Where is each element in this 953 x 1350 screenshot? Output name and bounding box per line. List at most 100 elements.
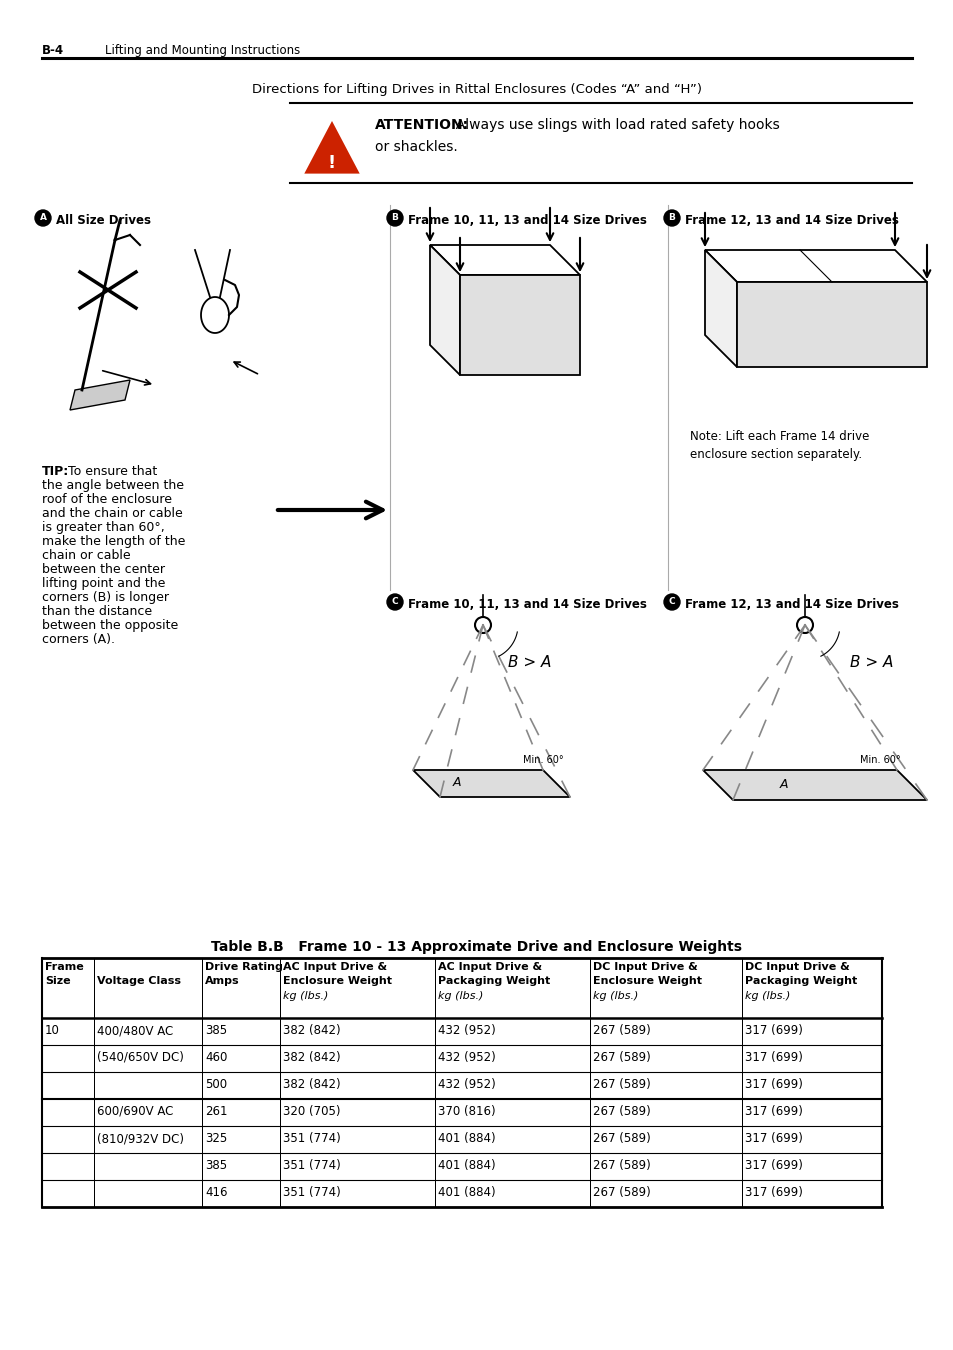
Text: Packaging Weight: Packaging Weight bbox=[437, 976, 550, 986]
Text: (540/650V DC): (540/650V DC) bbox=[97, 1052, 184, 1064]
Text: AC Input Drive &: AC Input Drive & bbox=[437, 963, 541, 972]
Text: B: B bbox=[391, 213, 398, 223]
Text: B > A: B > A bbox=[507, 655, 551, 670]
Polygon shape bbox=[70, 379, 130, 410]
Text: 385: 385 bbox=[205, 1160, 227, 1172]
Text: Packaging Weight: Packaging Weight bbox=[744, 976, 857, 986]
Text: or shackles.: or shackles. bbox=[375, 140, 457, 154]
Text: roof of the enclosure: roof of the enclosure bbox=[42, 493, 172, 506]
Text: 382 (842): 382 (842) bbox=[283, 1025, 340, 1037]
Circle shape bbox=[387, 594, 402, 610]
Polygon shape bbox=[704, 250, 926, 282]
Text: 317 (699): 317 (699) bbox=[744, 1052, 802, 1064]
Text: 351 (774): 351 (774) bbox=[283, 1160, 340, 1172]
Text: 401 (884): 401 (884) bbox=[437, 1133, 496, 1145]
Text: Drive Rating: Drive Rating bbox=[205, 963, 283, 972]
Text: Enclosure Weight: Enclosure Weight bbox=[593, 976, 701, 986]
Text: between the center: between the center bbox=[42, 563, 165, 576]
Polygon shape bbox=[704, 250, 737, 367]
Text: A: A bbox=[453, 776, 461, 790]
Text: Voltage Class: Voltage Class bbox=[97, 976, 181, 986]
Text: Frame: Frame bbox=[45, 963, 84, 972]
Text: 432 (952): 432 (952) bbox=[437, 1079, 496, 1091]
Polygon shape bbox=[459, 275, 579, 375]
Text: Directions for Lifting Drives in Rittal Enclosures (Codes “A” and “H”): Directions for Lifting Drives in Rittal … bbox=[252, 82, 701, 96]
Text: is greater than 60°,: is greater than 60°, bbox=[42, 521, 165, 535]
Text: 267 (589): 267 (589) bbox=[593, 1133, 650, 1145]
Text: Size: Size bbox=[45, 976, 71, 986]
Text: 416: 416 bbox=[205, 1187, 227, 1199]
Text: 267 (589): 267 (589) bbox=[593, 1187, 650, 1199]
Text: 460: 460 bbox=[205, 1052, 227, 1064]
Text: 432 (952): 432 (952) bbox=[437, 1052, 496, 1064]
Text: 267 (589): 267 (589) bbox=[593, 1160, 650, 1172]
Text: B: B bbox=[668, 213, 675, 223]
Circle shape bbox=[663, 594, 679, 610]
Text: than the distance: than the distance bbox=[42, 605, 152, 618]
Text: TIP:: TIP: bbox=[42, 464, 70, 478]
Text: corners (A).: corners (A). bbox=[42, 633, 115, 647]
Text: 267 (589): 267 (589) bbox=[593, 1106, 650, 1118]
Text: 317 (699): 317 (699) bbox=[744, 1106, 802, 1118]
Text: make the length of the: make the length of the bbox=[42, 535, 185, 548]
Text: Table B.B   Frame 10 - 13 Approximate Drive and Enclosure Weights: Table B.B Frame 10 - 13 Approximate Driv… bbox=[212, 940, 741, 954]
Text: B-4: B-4 bbox=[42, 45, 64, 57]
Circle shape bbox=[387, 211, 402, 225]
Text: 351 (774): 351 (774) bbox=[283, 1133, 340, 1145]
Text: 325: 325 bbox=[205, 1133, 227, 1145]
Text: All Size Drives: All Size Drives bbox=[56, 215, 151, 227]
Text: To ensure that: To ensure that bbox=[68, 464, 157, 478]
Text: 432 (952): 432 (952) bbox=[437, 1025, 496, 1037]
Text: 317 (699): 317 (699) bbox=[744, 1133, 802, 1145]
Text: 317 (699): 317 (699) bbox=[744, 1025, 802, 1037]
Text: kg (lbs.): kg (lbs.) bbox=[437, 991, 483, 1000]
Text: 351 (774): 351 (774) bbox=[283, 1187, 340, 1199]
Text: C: C bbox=[392, 598, 398, 606]
Text: Min. 60°: Min. 60° bbox=[522, 755, 563, 765]
Text: Enclosure Weight: Enclosure Weight bbox=[283, 976, 392, 986]
Text: lifting point and the: lifting point and the bbox=[42, 576, 165, 590]
Text: Frame 10, 11, 13 and 14 Size Drives: Frame 10, 11, 13 and 14 Size Drives bbox=[408, 215, 646, 227]
Polygon shape bbox=[737, 282, 926, 367]
Text: kg (lbs.): kg (lbs.) bbox=[744, 991, 789, 1000]
Text: corners (B) is longer: corners (B) is longer bbox=[42, 591, 169, 603]
Text: Min. 60°: Min. 60° bbox=[859, 755, 900, 765]
Text: Note: Lift each Frame 14 drive
enclosure section separately.: Note: Lift each Frame 14 drive enclosure… bbox=[689, 431, 868, 460]
Text: ATTENTION:: ATTENTION: bbox=[375, 117, 469, 132]
Text: Lifting and Mounting Instructions: Lifting and Mounting Instructions bbox=[105, 45, 300, 57]
Polygon shape bbox=[302, 117, 361, 176]
Text: 317 (699): 317 (699) bbox=[744, 1187, 802, 1199]
Text: 317 (699): 317 (699) bbox=[744, 1160, 802, 1172]
Text: Always use slings with load rated safety hooks: Always use slings with load rated safety… bbox=[447, 117, 779, 132]
Text: 370 (816): 370 (816) bbox=[437, 1106, 496, 1118]
Text: kg (lbs.): kg (lbs.) bbox=[593, 991, 638, 1000]
Polygon shape bbox=[430, 244, 579, 275]
Polygon shape bbox=[413, 769, 569, 796]
Text: 267 (589): 267 (589) bbox=[593, 1025, 650, 1037]
Circle shape bbox=[35, 211, 51, 225]
Text: 382 (842): 382 (842) bbox=[283, 1079, 340, 1091]
Text: 600/690V AC: 600/690V AC bbox=[97, 1106, 173, 1118]
Text: AC Input Drive &: AC Input Drive & bbox=[283, 963, 387, 972]
Text: Frame 12, 13 and 14 Size Drives: Frame 12, 13 and 14 Size Drives bbox=[684, 215, 898, 227]
Text: 317 (699): 317 (699) bbox=[744, 1079, 802, 1091]
Text: A: A bbox=[39, 213, 47, 223]
Text: 385: 385 bbox=[205, 1025, 227, 1037]
Text: (810/932V DC): (810/932V DC) bbox=[97, 1133, 184, 1145]
Text: DC Input Drive &: DC Input Drive & bbox=[744, 963, 849, 972]
Text: 261: 261 bbox=[205, 1106, 227, 1118]
Text: Frame 12, 13 and 14 Size Drives: Frame 12, 13 and 14 Size Drives bbox=[684, 598, 898, 612]
Text: B > A: B > A bbox=[849, 655, 892, 670]
Text: 320 (705): 320 (705) bbox=[283, 1106, 340, 1118]
Text: 400/480V AC: 400/480V AC bbox=[97, 1025, 173, 1037]
Circle shape bbox=[663, 211, 679, 225]
Text: kg (lbs.): kg (lbs.) bbox=[283, 991, 328, 1000]
Text: DC Input Drive &: DC Input Drive & bbox=[593, 963, 697, 972]
Text: Amps: Amps bbox=[205, 976, 239, 986]
Text: !: ! bbox=[328, 154, 335, 171]
Text: and the chain or cable: and the chain or cable bbox=[42, 508, 183, 520]
Text: 401 (884): 401 (884) bbox=[437, 1160, 496, 1172]
Polygon shape bbox=[702, 769, 926, 801]
Text: chain or cable: chain or cable bbox=[42, 549, 131, 562]
Text: 401 (884): 401 (884) bbox=[437, 1187, 496, 1199]
